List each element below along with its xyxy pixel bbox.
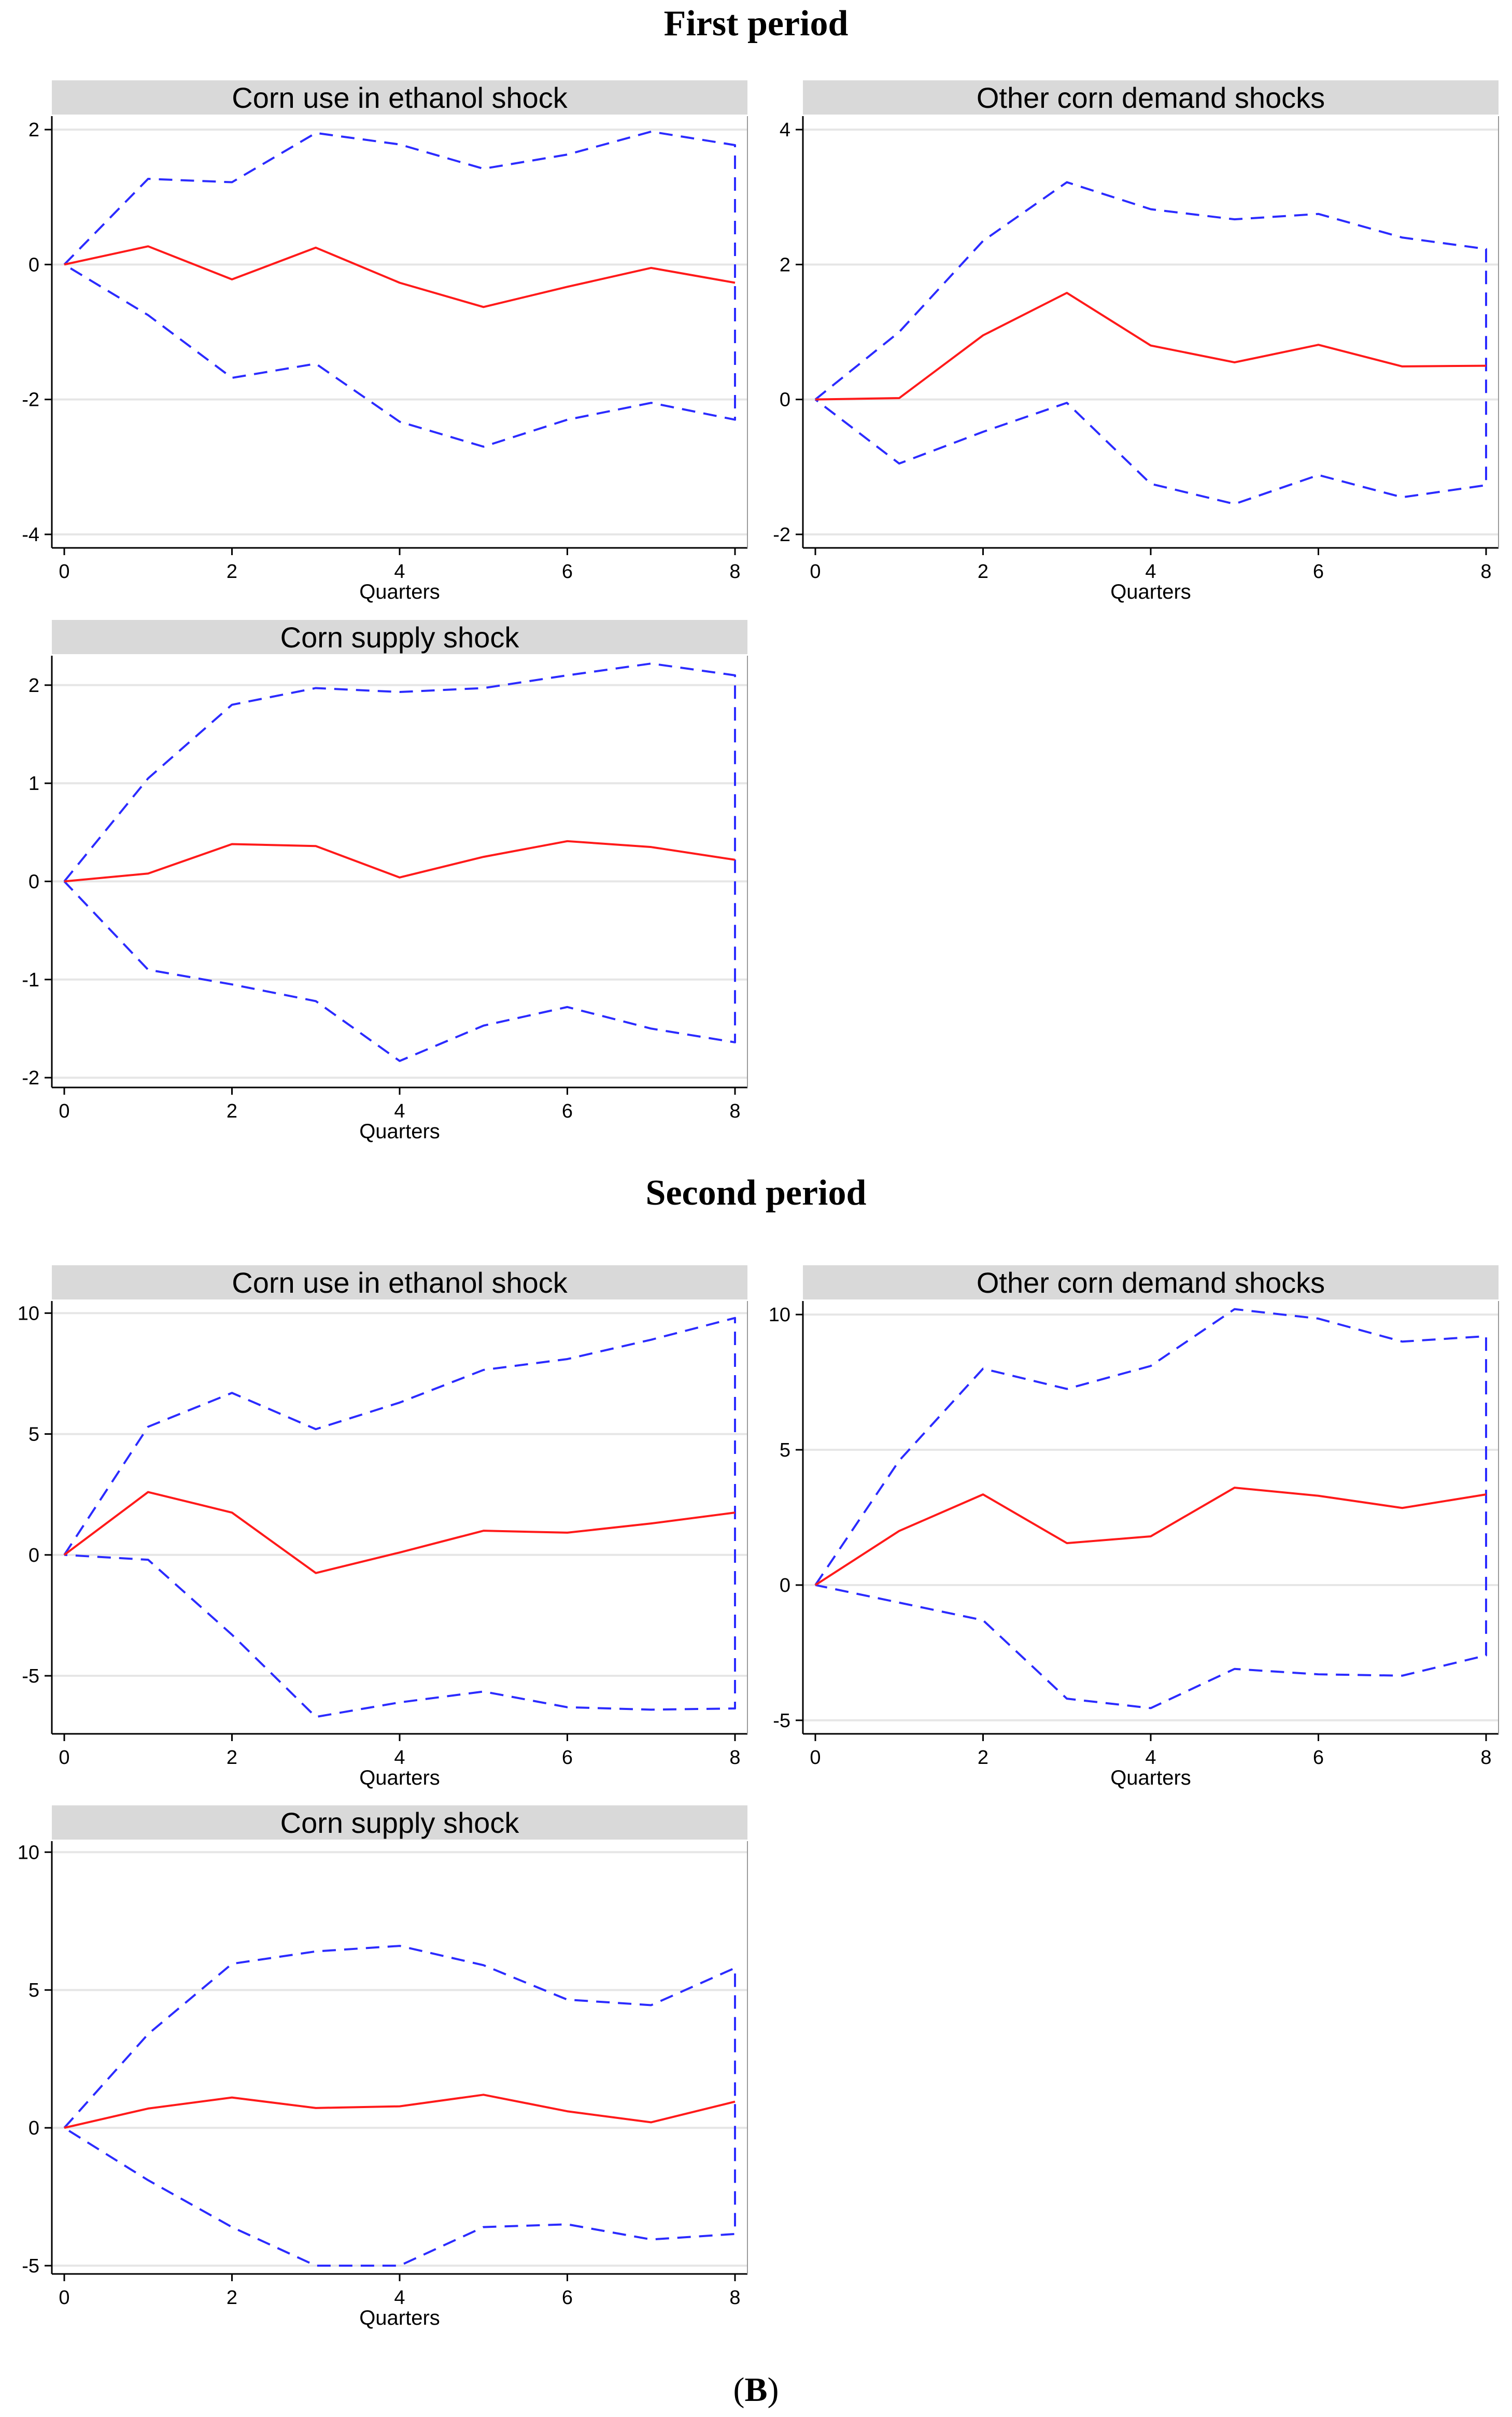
x-tick-label: 0 [59, 2287, 69, 2309]
confidence-band-line [63, 662, 736, 1062]
chart-panel: Other corn demand shocks -2 0 2 4 0 2 4 6 8 Quarte… [773, 80, 1499, 603]
y-tick-label: 5 [29, 1424, 39, 1446]
x-tick-label: 6 [1313, 561, 1324, 583]
y-tick-label: -5 [773, 1710, 790, 1732]
chart-panel: Corn use in ethanol shock -4 -2 0 2 0 2 4 6 8 Quar… [22, 80, 748, 603]
y-tick-label: 0 [29, 2117, 39, 2139]
y-tick-label: -2 [22, 389, 39, 411]
y-tick-label: 5 [29, 1980, 39, 2001]
y-tick-label: 0 [780, 389, 790, 411]
panel-title-bar [52, 1265, 747, 1299]
x-axis-label: Quarters [359, 2307, 440, 2329]
y-tick-label: -1 [22, 969, 39, 991]
panel-title: Other corn demand shocks [977, 1266, 1325, 1299]
panel-title: Corn supply shock [280, 1806, 520, 1839]
panel-title: Other corn demand shocks [977, 81, 1325, 114]
x-tick-label: 6 [562, 1100, 573, 1122]
panel-title-bar [52, 620, 747, 654]
y-tick-label: 0 [29, 1545, 39, 1566]
x-tick-label: 0 [810, 561, 821, 583]
confidence-band-line [63, 1317, 736, 1718]
panel-title-bar [52, 80, 747, 115]
period-title-second: Second period [645, 1173, 867, 1213]
figure-label-letter: B [744, 2371, 768, 2409]
panel-title: Corn use in ethanol shock [232, 81, 568, 114]
irf-line [64, 840, 736, 883]
x-tick-label: 6 [1313, 1747, 1324, 1769]
x-tick-label: 2 [227, 1747, 237, 1769]
panel-title-bar [52, 1805, 747, 1840]
x-tick-label: 8 [1480, 1747, 1491, 1769]
y-tick-label: 4 [780, 119, 790, 141]
x-tick-label: 4 [1145, 1747, 1156, 1769]
x-tick-label: 0 [59, 561, 69, 583]
x-tick-label: 4 [394, 2287, 405, 2309]
panel-title-bar [803, 80, 1499, 115]
panel-title-bar [803, 1265, 1499, 1299]
x-tick-label: 4 [394, 1100, 405, 1122]
x-tick-label: 8 [1480, 561, 1491, 583]
x-tick-label: 8 [729, 561, 740, 583]
x-tick-label: 2 [227, 2287, 237, 2309]
y-tick-label: 1 [29, 773, 39, 795]
x-axis-label: Quarters [359, 1120, 440, 1143]
x-tick-label: 4 [1145, 561, 1156, 583]
y-tick-label: 2 [780, 254, 790, 276]
confidence-band-line [814, 1308, 1487, 1709]
y-tick-label: 5 [780, 1439, 790, 1461]
irf-line [64, 245, 736, 308]
figure-label: (B) [0, 2370, 1512, 2410]
confidence-band-line [63, 1945, 736, 2267]
period-title-first: First period [663, 4, 849, 44]
y-tick-label: 10 [18, 1303, 39, 1324]
y-tick-label: 0 [29, 871, 39, 893]
confidence-band-line [63, 130, 736, 448]
y-tick-label: 2 [29, 675, 39, 697]
figure-label-open-paren: ( [733, 2371, 745, 2409]
x-axis-label: Quarters [1110, 581, 1191, 603]
y-tick-label: 2 [29, 119, 39, 141]
x-axis-label: Quarters [359, 1766, 440, 1789]
y-tick-label: -2 [773, 524, 790, 546]
x-tick-label: 2 [978, 1747, 988, 1769]
x-tick-label: 2 [978, 561, 988, 583]
y-tick-label: 10 [769, 1304, 790, 1326]
irf-line [64, 2094, 736, 2129]
x-axis-label: Quarters [359, 581, 440, 603]
irf-line [63, 1491, 736, 1574]
y-tick-label: 0 [780, 1575, 790, 1596]
x-tick-label: 4 [394, 561, 405, 583]
x-tick-label: 6 [562, 561, 573, 583]
x-tick-label: 8 [729, 1100, 740, 1122]
figure-label-close-paren: ) [767, 2371, 779, 2409]
y-tick-label: -5 [22, 1665, 39, 1687]
chart-panel: Corn supply shock -5 0 5 10 0 2 4 6 8 Quarters [18, 1805, 748, 2329]
x-axis-label: Quarters [1110, 1766, 1191, 1789]
panel-title: Corn use in ethanol shock [232, 1266, 568, 1299]
y-tick-label: -4 [22, 524, 39, 546]
x-tick-label: 4 [394, 1747, 405, 1769]
x-tick-label: 2 [227, 1100, 237, 1122]
x-tick-label: 2 [227, 561, 237, 583]
x-tick-label: 0 [59, 1100, 69, 1122]
y-tick-label: -2 [22, 1067, 39, 1089]
confidence-band-line [814, 181, 1487, 505]
chart-panel: Other corn demand shocks -5 0 5 10 0 2 4 6 8 Quart… [769, 1265, 1499, 1789]
x-tick-label: 8 [729, 2287, 740, 2309]
x-tick-label: 6 [562, 1747, 573, 1769]
x-tick-label: 0 [810, 1747, 821, 1769]
chart-panel: Corn use in ethanol shock -5 0 5 10 0 2 4 6 8 Quar… [18, 1265, 748, 1789]
chart-panel: Corn supply shock -2 -1 0 1 2 0 2 4 6 8 Quarters [22, 620, 748, 1143]
x-tick-label: 6 [562, 2287, 573, 2309]
panel-title: Corn supply shock [280, 621, 520, 654]
y-tick-label: -5 [22, 2255, 39, 2277]
y-tick-label: 0 [29, 254, 39, 276]
x-tick-label: 8 [729, 1747, 740, 1769]
y-tick-label: 10 [18, 1842, 39, 1863]
irf-line [815, 292, 1487, 401]
x-tick-label: 0 [59, 1747, 69, 1769]
